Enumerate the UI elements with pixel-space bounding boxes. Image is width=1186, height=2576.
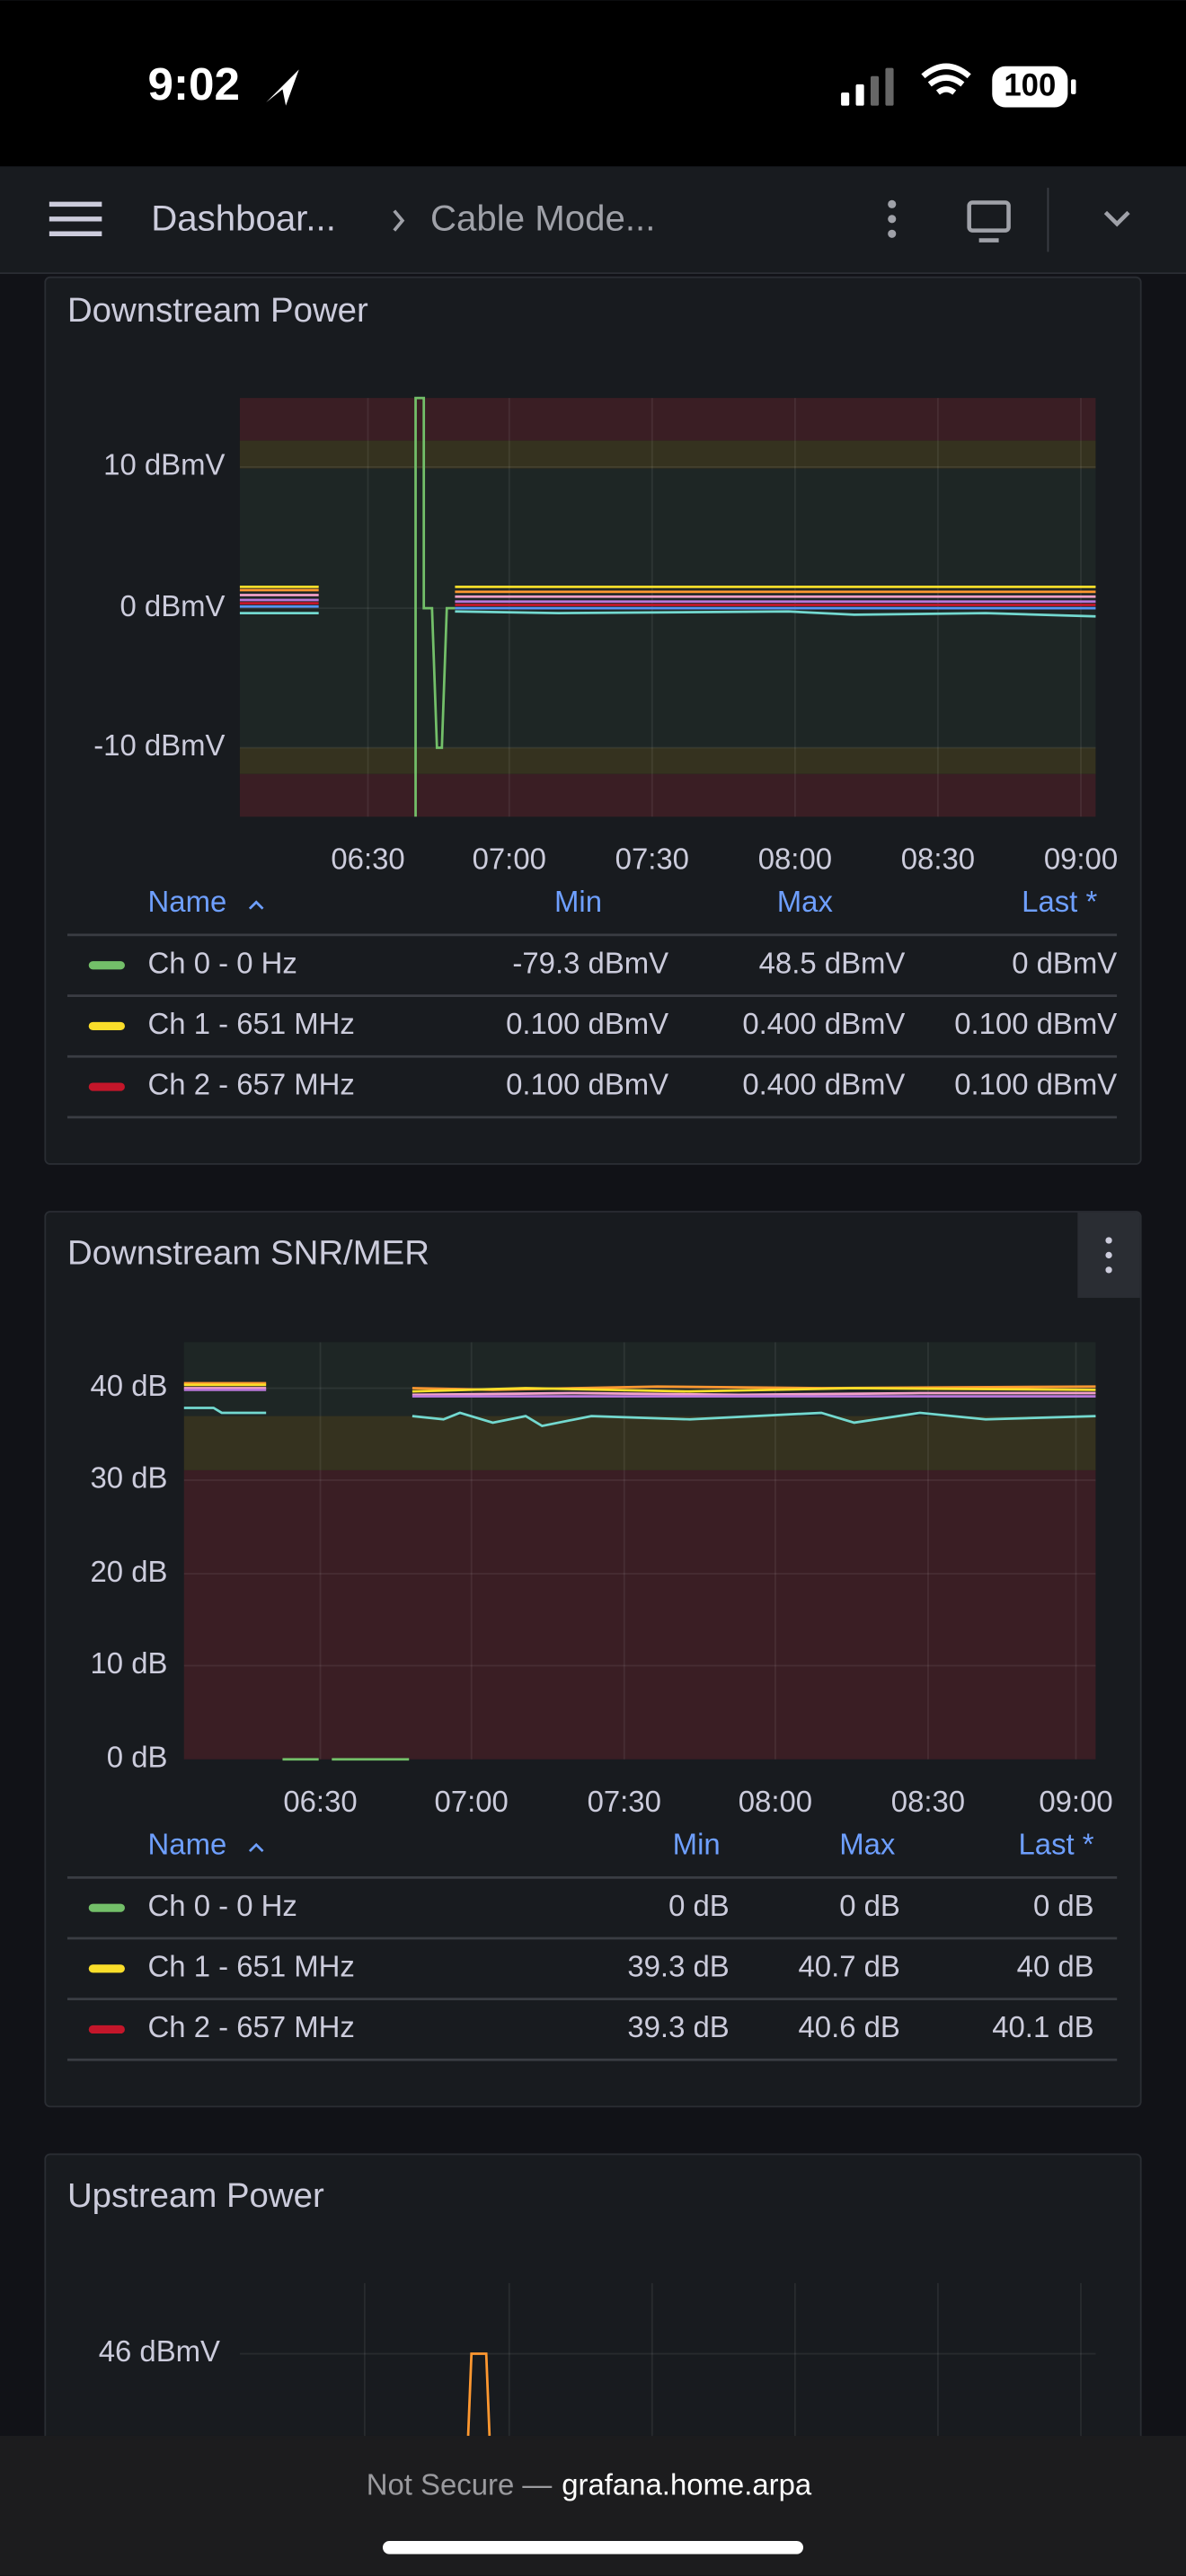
panel-title: Downstream Power xyxy=(67,291,368,330)
y-tick-label: 10 dBmV xyxy=(103,448,225,481)
cell: 0 dB xyxy=(839,1889,900,1922)
column-header[interactable]: Last * xyxy=(1019,1827,1094,1860)
column-header[interactable]: Name xyxy=(148,885,227,918)
x-tick-label: 07:30 xyxy=(588,1785,661,1818)
cell: 39.3 dB xyxy=(627,1949,729,1982)
browser-bar xyxy=(0,2435,1186,2576)
status-bar xyxy=(0,0,1186,167)
column-header[interactable]: Min xyxy=(554,885,602,918)
threshold-bands xyxy=(183,1342,1096,1760)
breadcrumb-separator xyxy=(393,209,405,232)
battery xyxy=(992,66,1068,108)
column-header[interactable]: Min xyxy=(673,1827,721,1860)
grid xyxy=(239,2282,1096,2436)
breadcrumb[interactable]: Dashboar... xyxy=(151,198,336,238)
clock: 9:02 xyxy=(148,58,240,110)
cell: 0 dB xyxy=(1033,1889,1094,1922)
y-tick-label: -10 dBmV xyxy=(93,728,225,762)
x-tick-label: 07:00 xyxy=(473,842,546,875)
panel-title: Downstream SNR/MER xyxy=(67,1234,429,1273)
cell: 0.100 dBmV xyxy=(954,1068,1117,1101)
cell: 40.7 dB xyxy=(798,1949,899,1982)
series-line xyxy=(466,2352,491,2437)
cell: 40.6 dB xyxy=(798,2010,899,2043)
home-indicator xyxy=(382,2540,804,2554)
series-name[interactable]: Ch 1 - 651 MHz xyxy=(148,1007,355,1040)
cell: 40 dB xyxy=(1017,1949,1094,1982)
more-button[interactable] xyxy=(888,199,897,238)
location-icon xyxy=(266,69,299,106)
signal-icon xyxy=(841,67,894,106)
wifi-icon xyxy=(921,63,971,95)
breadcrumb[interactable]: Cable Mode... xyxy=(430,198,655,238)
y-tick-label: 10 dB xyxy=(91,1646,168,1680)
y-tick-label: 46 dBmV xyxy=(99,2334,220,2368)
x-tick-label: 07:00 xyxy=(435,1785,509,1818)
menu-button[interactable] xyxy=(49,201,102,237)
legend-color xyxy=(88,1964,125,1973)
cell: 0.100 dBmV xyxy=(506,1068,668,1101)
legend-color xyxy=(88,1021,125,1030)
series-lines xyxy=(239,396,1096,817)
y-tick-label: 20 dB xyxy=(91,1555,168,1588)
series-lines xyxy=(183,1381,1096,1761)
x-tick-label: 06:30 xyxy=(283,1785,357,1818)
cell: 0 dB xyxy=(668,1889,730,1922)
x-tick-label: 06:30 xyxy=(331,842,404,875)
grid xyxy=(183,1342,1096,1760)
cell: 0.100 dBmV xyxy=(506,1007,668,1040)
legend-color xyxy=(88,1903,125,1912)
x-tick-label: 07:30 xyxy=(615,842,689,875)
x-tick-label: 08:00 xyxy=(758,842,832,875)
y-tick-label: 30 dB xyxy=(91,1461,168,1495)
cell: 48.5 dBmV xyxy=(759,946,906,979)
series-name[interactable]: Ch 2 - 657 MHz xyxy=(148,2010,355,2043)
legend-color xyxy=(88,961,125,970)
series-name[interactable]: Ch 1 - 651 MHz xyxy=(148,1949,355,1982)
x-tick-label: 08:30 xyxy=(901,842,975,875)
security-label: Not Secure — xyxy=(367,2467,553,2501)
battery-level: 100 xyxy=(1004,69,1056,103)
cell: 0.400 dBmV xyxy=(742,1007,905,1040)
column-header[interactable]: Last * xyxy=(1022,885,1097,918)
cell: -79.3 dBmV xyxy=(512,946,668,979)
sort-indicator xyxy=(248,1842,264,1853)
collapse-button[interactable] xyxy=(1103,210,1130,227)
kiosk-button[interactable] xyxy=(967,200,1011,243)
x-tick-label: 09:00 xyxy=(1039,1785,1112,1818)
cell: 39.3 dB xyxy=(627,2010,729,2043)
cell: 0 dBmV xyxy=(1012,946,1117,979)
y-tick-label: 40 dB xyxy=(91,1369,168,1402)
cell: 0.100 dBmV xyxy=(954,1007,1117,1040)
column-header[interactable]: Name xyxy=(148,1827,227,1860)
battery-tip xyxy=(1071,79,1076,94)
y-tick-label: 0 dB xyxy=(107,1740,168,1773)
legend-color xyxy=(88,2025,125,2034)
x-tick-label: 08:00 xyxy=(739,1785,812,1818)
series-name[interactable]: Ch 2 - 657 MHz xyxy=(148,1068,355,1101)
column-header[interactable]: Max xyxy=(777,885,834,918)
series-name[interactable]: Ch 0 - 0 Hz xyxy=(148,946,297,979)
y-tick-label: 0 dBmV xyxy=(119,589,225,622)
nav-bar xyxy=(0,166,1186,274)
x-tick-label: 09:00 xyxy=(1044,842,1118,875)
column-header[interactable]: Max xyxy=(839,1827,896,1860)
legend-color xyxy=(88,1082,125,1091)
sort-indicator xyxy=(248,900,264,910)
cell: 0.400 dBmV xyxy=(742,1068,905,1101)
series-name[interactable]: Ch 0 - 0 Hz xyxy=(148,1889,297,1922)
cell: 40.1 dB xyxy=(992,2010,1093,2043)
x-tick-label: 08:30 xyxy=(891,1785,965,1818)
panel-title: Upstream Power xyxy=(67,2176,324,2215)
url[interactable]: grafana.home.arpa xyxy=(562,2467,812,2501)
